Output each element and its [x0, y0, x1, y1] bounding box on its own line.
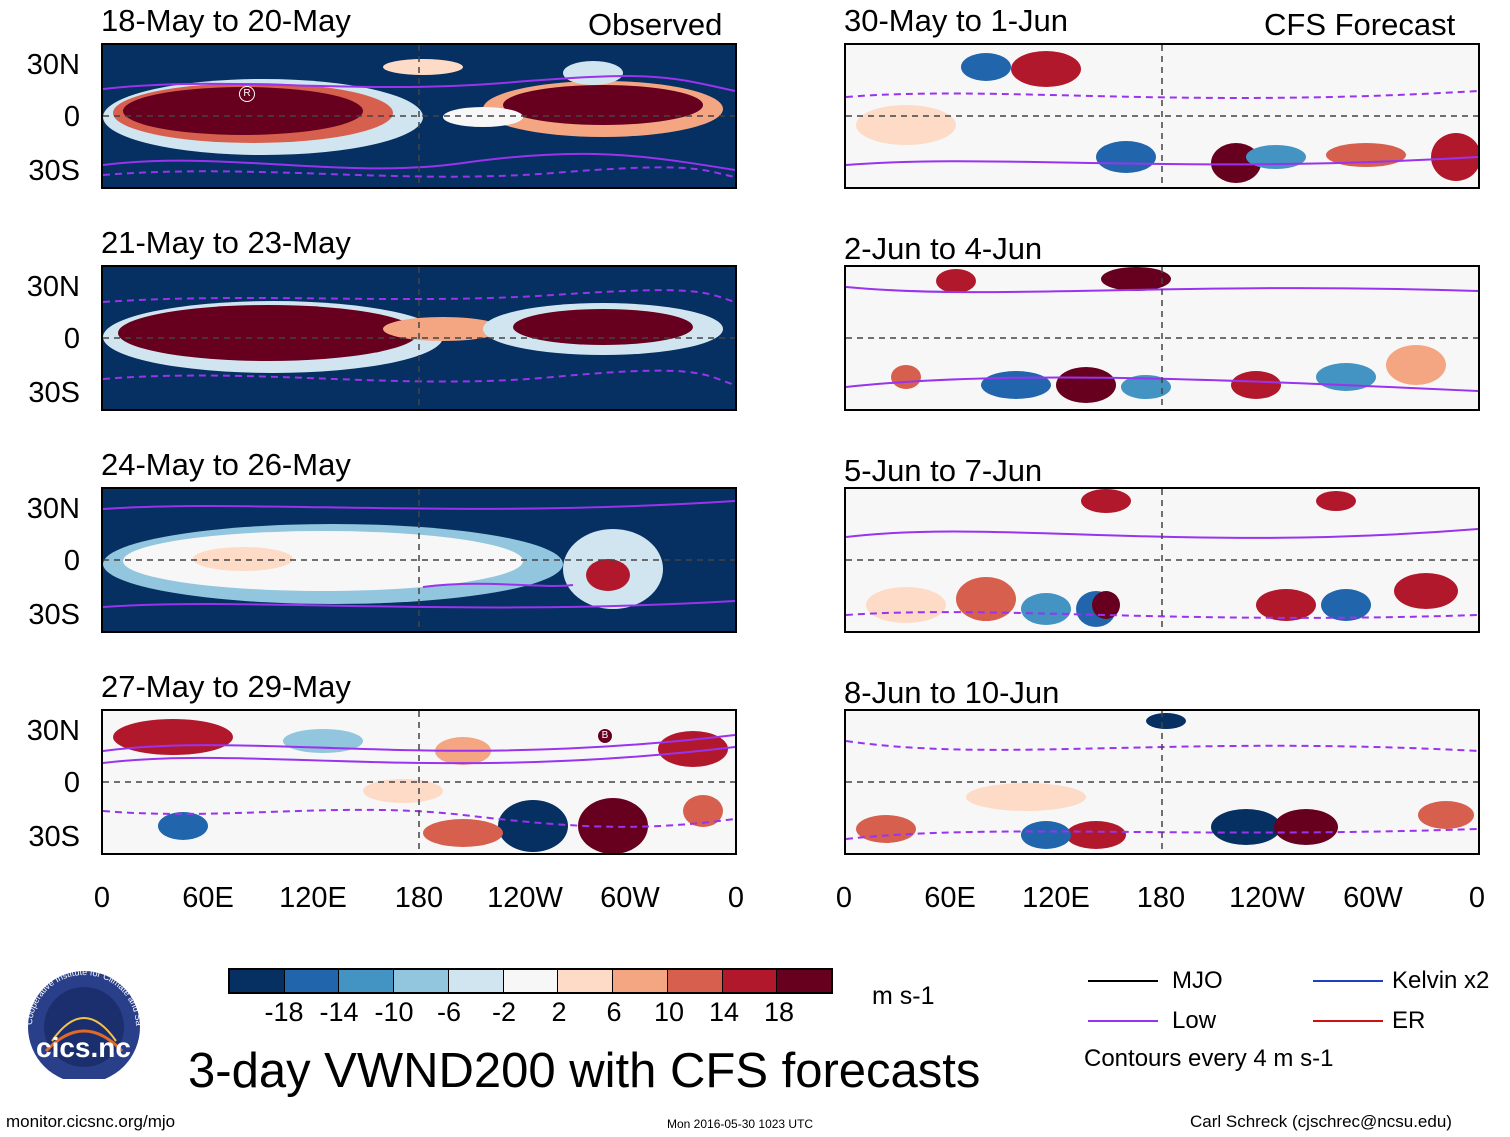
lat-tick-label: 0: [63, 545, 80, 577]
panel-title-left-2: 21-May to 23-May: [101, 225, 351, 260]
colorbar-swatch: [776, 970, 832, 992]
colorbar-tick-label: -10: [374, 997, 414, 1027]
colorbar-swatch: [721, 970, 777, 992]
lat-tick-label: 30S: [28, 599, 80, 631]
legend-line-low: [1088, 1020, 1158, 1022]
lon-tick-label: 60E: [924, 882, 976, 914]
footer-url[interactable]: monitor.cicsnc.org/mjo: [6, 1112, 176, 1131]
panel-title-right-2: 2-Jun to 4-Jun: [844, 231, 1043, 266]
colorbar-swatch: [612, 970, 667, 992]
panel-right-2: [844, 265, 1480, 411]
lon-tick-label: 0: [835, 882, 853, 914]
panel-title-left-1: 18-May to 20-May: [101, 3, 351, 38]
legend-label-er: ER: [1392, 1007, 1426, 1034]
colorbar: [228, 968, 833, 994]
colorbar-tick-label: 14: [708, 997, 740, 1027]
panel-title-right-4: 8-Jun to 10-Jun: [844, 675, 1060, 710]
panel-title-right-3: 5-Jun to 7-Jun: [844, 453, 1043, 488]
colorbar-tick-label: 10: [653, 997, 685, 1027]
cics-logo: Cooperative Institute for Climate and Sa…: [9, 947, 156, 1083]
lat-tick-label: 30S: [28, 377, 80, 409]
colorbar-swatch: [502, 970, 558, 992]
panel-right-3: [844, 487, 1480, 633]
panel-title-left-3: 24-May to 26-May: [101, 447, 351, 482]
colorbar-tick-label: 6: [606, 997, 622, 1027]
lat-tick-label: 0: [63, 767, 80, 799]
legend-line-mjo: [1088, 980, 1158, 982]
lon-tick-label: 0: [93, 882, 111, 914]
panel-left-1: [101, 43, 737, 189]
marker-badge: B: [597, 728, 613, 744]
panel-title-left-4: 27-May to 29-May: [101, 669, 351, 704]
lon-tick-label: 180: [1136, 882, 1186, 914]
lon-tick-label: 120W: [1229, 882, 1305, 914]
colorbar-swatch: [666, 970, 722, 992]
panel-right-4: [844, 709, 1480, 855]
lat-tick-label: 30N: [26, 493, 80, 525]
panel-left-3: [101, 487, 737, 633]
lon-tick-label: 0: [727, 882, 745, 914]
lon-tick-label: 120E: [279, 882, 347, 914]
logo-name: cics.nc: [36, 1032, 131, 1063]
lat-tick-label: 30N: [26, 271, 80, 303]
legend-line-kelvin: [1313, 980, 1383, 982]
lon-tick-label: 60W: [1343, 882, 1403, 914]
colorbar-swatch: [447, 970, 503, 992]
lon-tick-label: 0: [1468, 882, 1486, 914]
colorbar-swatch: [338, 970, 394, 992]
panel-right-1: [844, 43, 1480, 189]
lon-tick-label: 180: [394, 882, 444, 914]
lat-tick-label: 0: [63, 323, 80, 355]
colorbar-swatch: [557, 970, 613, 992]
legend-line-er: [1313, 1020, 1383, 1022]
lon-tick-label: 120W: [487, 882, 563, 914]
forecast-label: CFS Forecast: [1264, 7, 1456, 42]
colorbar-units: m s-1: [872, 982, 935, 1010]
lat-tick-label: 30S: [28, 155, 80, 187]
colorbar-tick-label: 18: [763, 997, 795, 1027]
figure-title: 3-day VWND200 with CFS forecasts: [188, 1044, 981, 1098]
legend-label-mjo: MJO: [1172, 967, 1223, 994]
lon-tick-label: 60W: [600, 882, 660, 914]
lat-tick-label: 30N: [26, 715, 80, 747]
lat-tick-label: 30N: [26, 49, 80, 81]
colorbar-tick-label: -2: [491, 997, 516, 1027]
lon-tick-label: 120E: [1022, 882, 1090, 914]
marker-badge: R: [239, 86, 255, 102]
footer-timestamp: Mon 2016-05-30 1023 UTC: [667, 1117, 814, 1131]
colorbar-tick-label: -6: [436, 997, 461, 1027]
colorbar-tick-label: 2: [551, 997, 567, 1027]
panel-left-4: [101, 709, 737, 855]
observed-label: Observed: [588, 7, 723, 42]
panel-title-right-1: 30-May to 1-Jun: [844, 3, 1068, 38]
lat-tick-label: 0: [63, 101, 80, 133]
colorbar-swatch: [230, 970, 284, 992]
colorbar-swatch: [393, 970, 448, 992]
lat-tick-label: 30S: [28, 821, 80, 853]
footer-credit: Carl Schreck (cjschrec@ncsu.edu): [1190, 1112, 1452, 1131]
panel-left-2: [101, 265, 737, 411]
lon-tick-label: 60E: [182, 882, 234, 914]
legend-label-kelvin: Kelvin x2: [1392, 967, 1490, 994]
colorbar-tick-label: -14: [319, 997, 359, 1027]
colorbar-swatch: [283, 970, 339, 992]
colorbar-tick-label: -18: [264, 997, 304, 1027]
legend-label-low: Low: [1172, 1007, 1217, 1034]
legend-note: Contours every 4 m s-1: [1084, 1045, 1334, 1072]
